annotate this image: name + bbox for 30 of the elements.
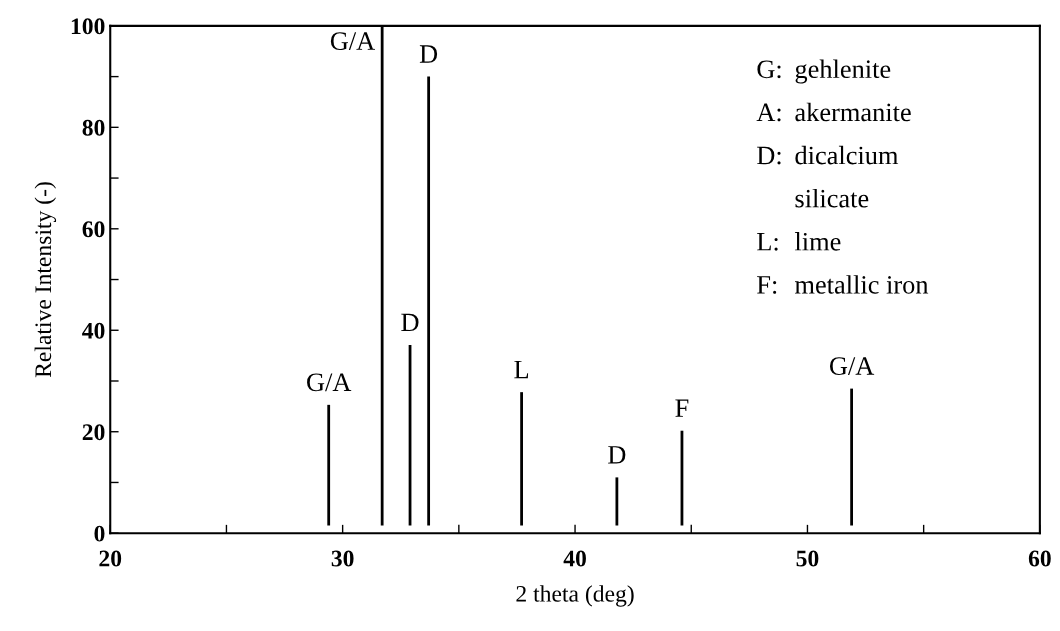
x-axis-title: 2 theta (deg) xyxy=(516,585,634,607)
y-tick-label: 0 xyxy=(94,525,105,542)
bar xyxy=(615,477,619,526)
annotation: L: lime xyxy=(757,232,841,251)
y-tick-label: 100 xyxy=(71,18,105,35)
bar xyxy=(427,76,431,526)
x-tick-label: 60 xyxy=(1028,550,1051,567)
x-tick-label: 30 xyxy=(331,550,354,567)
annotation: D xyxy=(608,446,626,464)
annotation: G/A xyxy=(330,32,376,50)
annotation: G/A xyxy=(307,373,352,392)
x-tick-label: 50 xyxy=(796,550,819,567)
bar xyxy=(520,392,523,526)
annotation: L xyxy=(514,360,529,379)
bar xyxy=(327,404,331,526)
annotation: D xyxy=(401,313,419,332)
annotation: A: akermanite xyxy=(756,102,911,122)
x-tick-label: 40 xyxy=(563,550,586,567)
y-axis-title: Relative Intensity (-) xyxy=(34,182,57,378)
annotation: F xyxy=(675,399,689,417)
y-tick-label: 60 xyxy=(82,221,105,238)
annotation: G: gehlenite xyxy=(757,59,891,84)
x-tick-label: 20 xyxy=(99,550,122,567)
annotation: F: metallic iron xyxy=(757,275,929,294)
y-tick-label: 80 xyxy=(82,119,105,136)
annotation: D xyxy=(419,45,438,63)
y-tick-label: 20 xyxy=(82,424,105,441)
bar xyxy=(850,388,854,526)
annotation: G/A xyxy=(829,357,875,375)
y-tick-label: 40 xyxy=(82,322,105,339)
